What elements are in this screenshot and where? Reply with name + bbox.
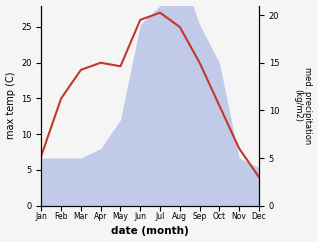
- X-axis label: date (month): date (month): [111, 227, 189, 236]
- Y-axis label: med. precipitation
(kg/m2): med. precipitation (kg/m2): [293, 67, 313, 144]
- Y-axis label: max temp (C): max temp (C): [5, 72, 16, 139]
